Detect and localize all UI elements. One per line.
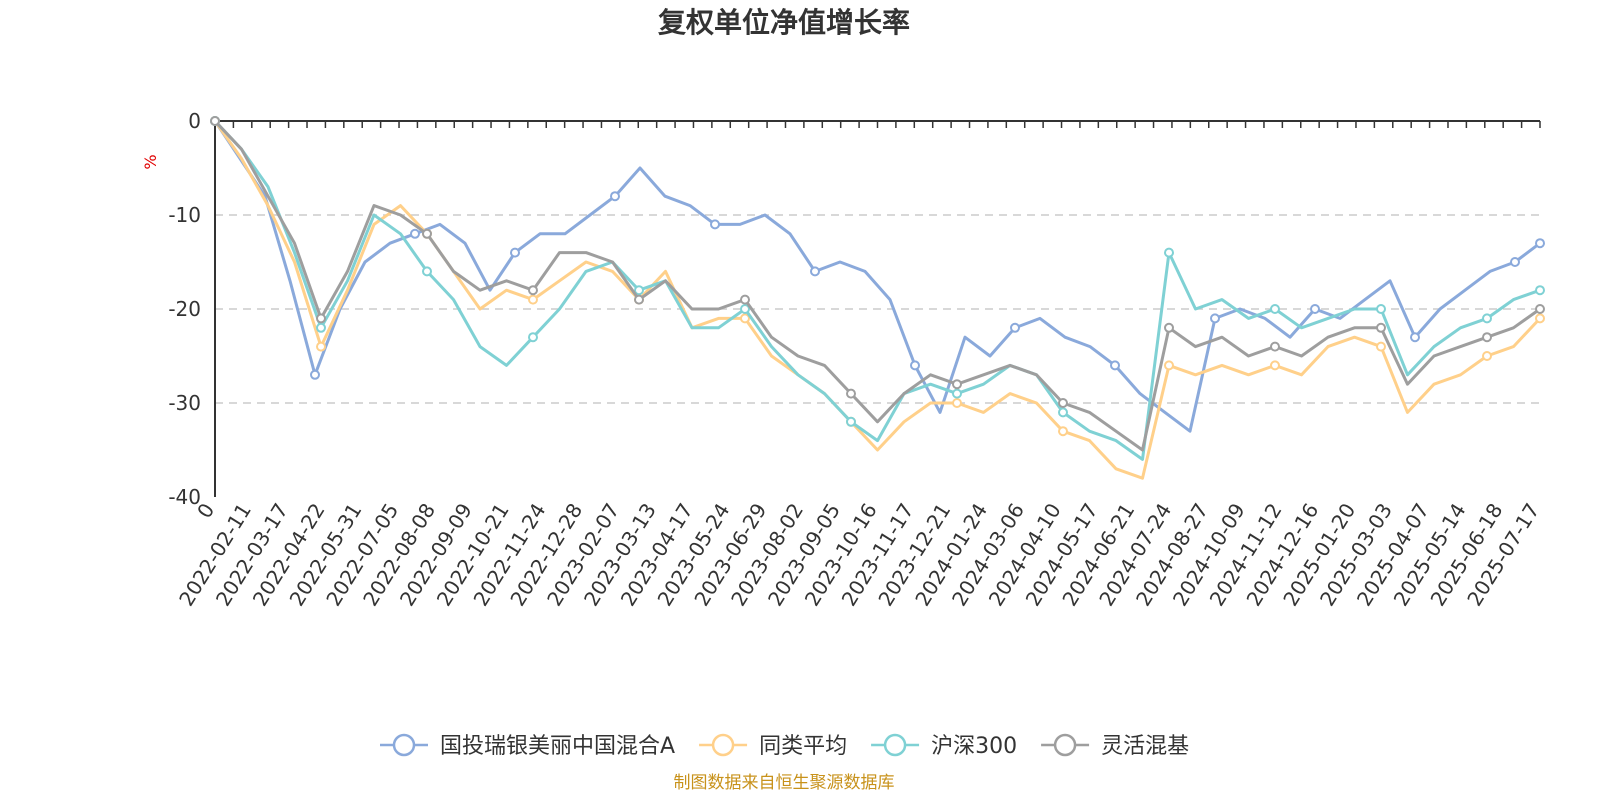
y-tick-label: -30 xyxy=(168,391,201,415)
legend-marker xyxy=(392,733,416,757)
data-point xyxy=(1270,360,1280,371)
y-axis-unit: % xyxy=(141,154,160,169)
data-point xyxy=(810,266,820,277)
data-point xyxy=(1482,351,1492,361)
x-tick-label: 0 xyxy=(192,499,219,523)
data-point xyxy=(1058,426,1068,437)
data-point xyxy=(1535,285,1545,296)
data-point xyxy=(910,360,920,371)
chart-title: 复权单位净值增长率 xyxy=(658,6,910,39)
data-point xyxy=(1535,238,1545,249)
data-point xyxy=(846,388,856,399)
legend-label: 国投瑞银美丽中国混合A xyxy=(440,734,675,759)
data-point xyxy=(1010,322,1020,333)
data-point xyxy=(740,294,750,305)
data-point xyxy=(740,304,750,314)
data-point xyxy=(1535,313,1545,324)
data-point xyxy=(610,191,620,202)
source-note: 制图数据来自恒生聚源数据库 xyxy=(674,773,895,793)
legend[interactable]: 国投瑞银美丽中国混合A 同类平均 沪深300 灵活混基 xyxy=(380,733,1189,759)
data-point xyxy=(1376,341,1386,352)
series-line xyxy=(213,120,1542,480)
y-tick-label: -10 xyxy=(168,203,201,227)
legend-marker xyxy=(883,733,907,757)
data-point xyxy=(634,285,644,296)
data-point xyxy=(422,266,432,277)
legend-label: 灵活混基 xyxy=(1101,734,1189,759)
data-point xyxy=(1270,341,1280,352)
data-point xyxy=(1270,304,1280,314)
data-point xyxy=(422,228,432,239)
data-point xyxy=(1482,332,1492,343)
legend-marker xyxy=(1053,733,1077,757)
data-point xyxy=(528,294,538,305)
data-point xyxy=(1376,322,1386,333)
data-point xyxy=(846,416,856,427)
y-tick-label: -20 xyxy=(168,297,201,321)
data-point xyxy=(316,341,326,352)
grid-lines xyxy=(215,214,1540,404)
data-point xyxy=(1410,332,1420,343)
data-point xyxy=(1310,304,1320,314)
data-point xyxy=(310,369,320,380)
data-point xyxy=(1164,322,1174,333)
x-axis: 02022-02-112022-03-172022-04-222022-05-3… xyxy=(174,120,1544,610)
data-point xyxy=(1510,257,1520,267)
y-tick-label: -40 xyxy=(168,485,201,509)
legend-marker xyxy=(711,733,735,757)
data-point xyxy=(528,285,538,296)
data-point xyxy=(410,228,420,239)
data-point xyxy=(952,379,962,390)
data-point xyxy=(1535,304,1545,314)
series-line xyxy=(213,120,1541,433)
series-line xyxy=(213,119,1541,452)
data-point xyxy=(316,313,326,324)
data-point xyxy=(210,116,220,126)
data-point xyxy=(510,247,520,258)
data-point xyxy=(710,219,720,230)
data-point xyxy=(952,388,962,399)
data-point xyxy=(1110,360,1120,371)
data-point xyxy=(740,313,750,324)
y-tick-labels: 0 -10 -20 -30 -40 xyxy=(168,109,201,509)
legend-label: 同类平均 xyxy=(759,734,847,759)
data-point xyxy=(1376,304,1386,314)
series-lines xyxy=(210,116,1545,480)
legend-label: 沪深300 xyxy=(931,734,1017,759)
data-point xyxy=(1058,407,1068,418)
series-line xyxy=(213,119,1541,461)
data-point xyxy=(1164,360,1174,371)
y-tick-label: 0 xyxy=(188,109,201,133)
data-point xyxy=(1210,313,1220,324)
data-point xyxy=(1482,313,1492,324)
data-point xyxy=(1058,398,1068,408)
data-point xyxy=(952,398,962,408)
data-point xyxy=(1164,247,1174,258)
data-point xyxy=(528,332,538,343)
data-point xyxy=(316,322,326,333)
data-point xyxy=(634,294,644,305)
